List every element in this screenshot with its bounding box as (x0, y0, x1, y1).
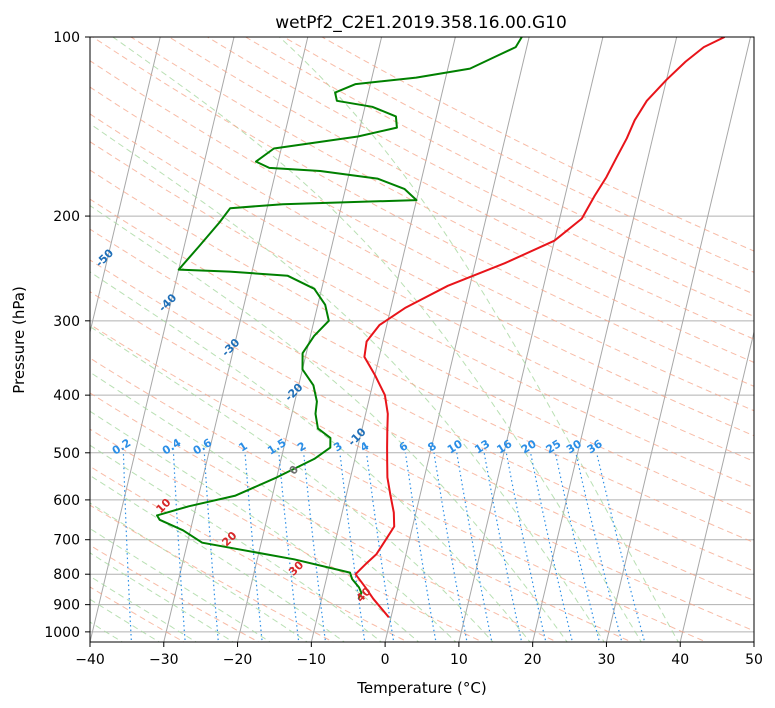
x-tick-label: 30 (598, 652, 616, 668)
mixing-ratio-line-0.2 (122, 452, 133, 642)
series-line-0 (354, 37, 726, 618)
dry-adiabat (90, 504, 335, 642)
dry-adiabat (90, 141, 754, 489)
x-tick-label: 50 (745, 652, 763, 668)
dry-adiabat (245, 37, 754, 295)
moist-adiabat (90, 271, 531, 642)
x-tick-label: −30 (149, 652, 179, 668)
mixing-ratio-line-0.6 (203, 452, 220, 642)
series-line-1 (156, 37, 523, 600)
isobar-grid (90, 37, 754, 633)
moist-adiabat (279, 37, 679, 642)
y-tick-label: 500 (53, 446, 80, 462)
moist-adiabat (90, 205, 568, 642)
dry-adiabat (90, 113, 754, 462)
moist-adiabats (90, 37, 679, 642)
y-tick-label: 400 (53, 388, 80, 404)
y-tick-label: 800 (53, 567, 80, 583)
mixing-ratio-line-0.4 (172, 452, 186, 642)
dry-adiabat (90, 198, 754, 544)
mixing-ratio-line-30 (575, 452, 623, 642)
moist-adiabat (90, 410, 420, 642)
moist-adiabat (90, 598, 161, 642)
isotherm--30 (163, 37, 309, 642)
y-axis-label: Pressure (hPa) (10, 286, 28, 394)
mixing-ratio-line-4 (365, 452, 395, 642)
mixing-ratio-line-36 (596, 452, 646, 642)
dry-adiabat (207, 37, 754, 317)
mixing-ratio-line-1.5 (278, 452, 300, 642)
isotherm-40 (679, 329, 754, 642)
dry-adiabats (90, 37, 754, 642)
moist-adiabat (90, 371, 457, 642)
isotherm-30 (605, 37, 751, 642)
skewed-isotherm-grid (90, 37, 754, 642)
dry-adiabat (90, 357, 633, 642)
y-tick-label: 200 (53, 209, 80, 225)
mixing-ratio-line-2 (303, 452, 327, 642)
moist-adiabat (90, 444, 383, 642)
isotherm--10 (310, 37, 456, 642)
y-tick-label: 600 (53, 493, 80, 509)
chart-title: wetPf2_C2E1.2019.358.16.00.G10 (275, 13, 567, 33)
y-tick-label: 300 (53, 314, 80, 330)
y-axis-ticks: 100 200 300 400 500 600 700 800 900 1000 (44, 30, 90, 641)
y-tick-label: 1000 (44, 625, 80, 641)
sounding-series (156, 37, 726, 618)
mixing-ratio-line-3 (339, 452, 366, 642)
dry-adiabat (90, 465, 409, 642)
y-tick-label: 900 (53, 598, 80, 614)
isotherm--40 (90, 37, 235, 642)
moist-adiabat (90, 575, 198, 642)
y-tick-label: 700 (53, 533, 80, 549)
x-tick-label: 40 (671, 652, 689, 668)
moist-adiabat (112, 37, 642, 642)
isotherm--50 (90, 37, 161, 335)
x-axis-label: Temperature (°C) (356, 679, 486, 697)
x-tick-label: 0 (381, 652, 390, 668)
y-tick-label: 100 (53, 30, 80, 46)
x-axis-ticks: −40 −30 −20 −10 0 10 20 30 40 50 (75, 642, 763, 668)
dry-adiabat (130, 37, 754, 363)
dry-adiabat (92, 37, 754, 387)
x-tick-label: −40 (75, 652, 105, 668)
dry-adiabat (90, 323, 708, 642)
moist-adiabat (90, 123, 605, 642)
dry-adiabat (90, 259, 754, 602)
mixing-ratio-line-1 (244, 452, 263, 642)
isotherm--20 (237, 37, 383, 642)
x-tick-label: −10 (297, 652, 327, 668)
x-tick-label: 20 (524, 652, 542, 668)
x-tick-label: 10 (450, 652, 468, 668)
moist-adiabat (90, 474, 346, 642)
isotherm-20 (532, 37, 678, 642)
plot-frame (89, 36, 755, 643)
dry-adiabat (90, 228, 754, 572)
dry-adiabat (90, 169, 754, 516)
isotherm-0 (384, 37, 530, 642)
dry-adiabat (90, 586, 186, 642)
x-tick-label: −20 (223, 652, 253, 668)
